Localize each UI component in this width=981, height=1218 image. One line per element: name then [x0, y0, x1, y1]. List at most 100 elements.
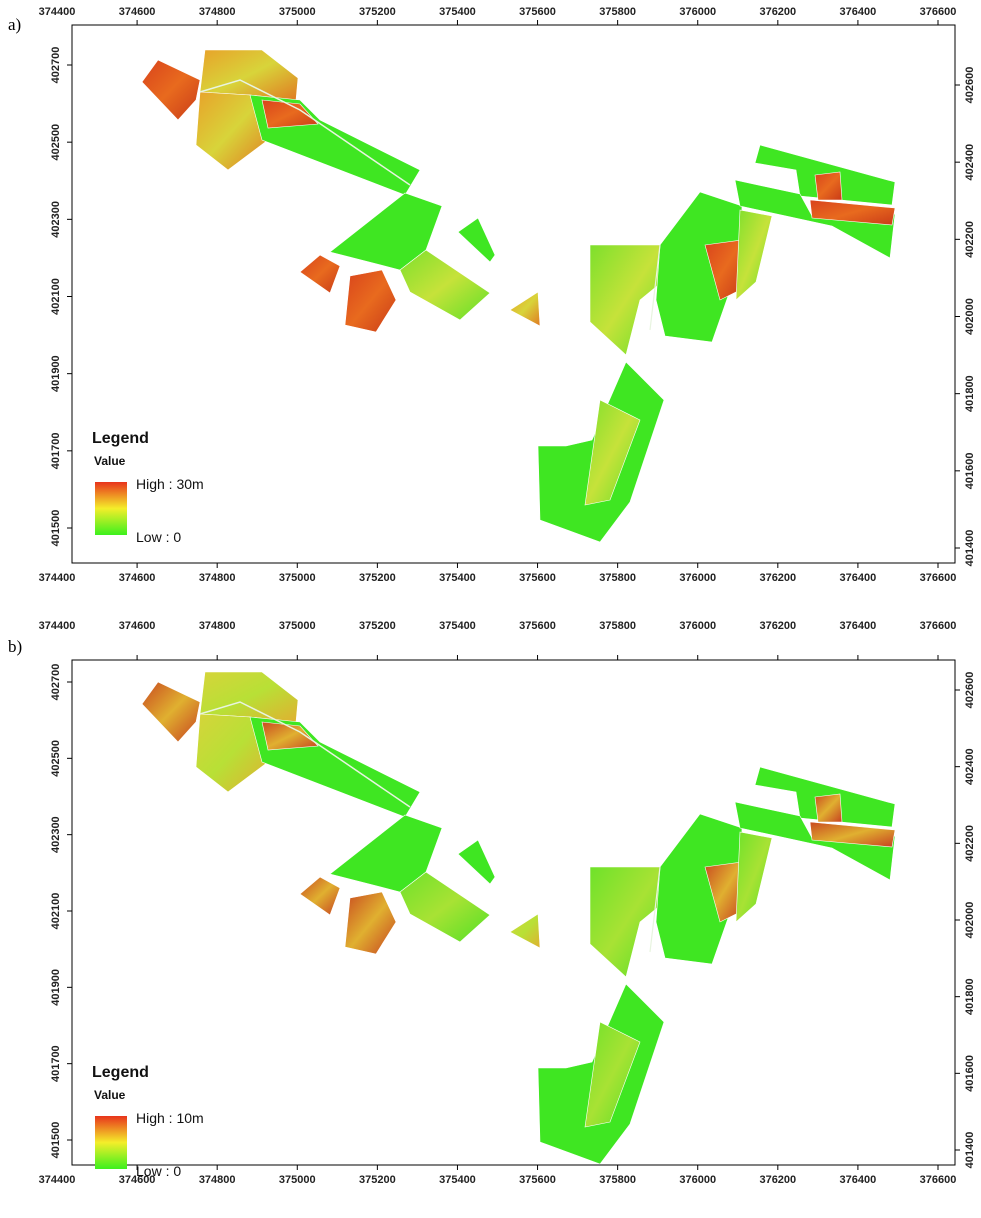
x-tick-label: 376200	[759, 620, 796, 632]
map-fields	[141, 671, 896, 1165]
field	[509, 913, 541, 949]
x-tick-label: 375200	[359, 572, 396, 584]
x-tick-label: 375000	[279, 1174, 316, 1186]
field	[261, 721, 319, 751]
x-tick-label: 375200	[359, 1174, 396, 1186]
field	[814, 171, 843, 201]
field	[141, 59, 201, 121]
x-tick-label: 374800	[199, 572, 236, 584]
legend-title: Legend	[92, 430, 149, 447]
x-tick-label: 374800	[199, 6, 236, 18]
y-tick-label: 401800	[964, 375, 976, 412]
field	[299, 876, 341, 916]
field	[809, 821, 896, 848]
field	[329, 814, 443, 893]
x-tick-label: 376400	[840, 6, 877, 18]
field	[809, 199, 896, 226]
x-tick-label: 376000	[679, 6, 716, 18]
y-tick-label: 401500	[50, 510, 62, 547]
x-tick-label: 374600	[119, 6, 156, 18]
field	[399, 249, 491, 321]
x-tick-label: 375800	[599, 1174, 636, 1186]
legend-low: Low : 0	[136, 529, 181, 545]
field	[199, 671, 299, 723]
legend-low: Low : 0	[136, 1163, 181, 1179]
x-tick-label: 374600	[119, 1174, 156, 1186]
map-panel: b) 374400 374400 374600 374600 374800 374800 37…	[8, 620, 976, 1186]
legend-title: Legend	[92, 1064, 149, 1081]
field	[735, 831, 773, 923]
field	[329, 192, 443, 271]
field	[457, 217, 496, 263]
y-tick-label: 402000	[964, 902, 976, 939]
field	[141, 681, 201, 743]
x-tick-label: 376400	[840, 620, 877, 632]
field	[735, 209, 773, 301]
legend-ramp	[95, 482, 127, 535]
field	[589, 866, 663, 978]
map-frame	[71, 659, 956, 1166]
x-tick-label: 376600	[920, 6, 957, 18]
legend-high: High : 10m	[136, 1110, 204, 1126]
x-tick-label: 376400	[840, 572, 877, 584]
x-tick-label: 376200	[759, 6, 796, 18]
x-tick-label: 374600	[119, 620, 156, 632]
road	[649, 866, 661, 953]
x-tick-label: 374400	[39, 572, 76, 584]
y-tick-label: 402300	[50, 816, 62, 853]
y-tick-label: 401600	[964, 1055, 976, 1092]
field	[344, 891, 397, 955]
legend-subtitle: Value	[94, 1088, 126, 1102]
field	[199, 49, 299, 101]
y-tick-label: 401500	[50, 1122, 62, 1159]
y-tick-label: 401900	[50, 969, 62, 1006]
field	[734, 801, 896, 881]
y-tick-label: 401700	[50, 1045, 62, 1082]
map-panel: a) 374400 374400 374600 374600 374800 374800 37…	[8, 6, 976, 584]
field	[814, 793, 843, 823]
field	[195, 91, 269, 171]
panel-label: a)	[8, 15, 21, 34]
x-tick-label: 375600	[519, 620, 556, 632]
field	[399, 871, 491, 943]
x-tick-label: 375400	[439, 572, 476, 584]
field	[509, 291, 541, 327]
x-tick-label: 375000	[279, 6, 316, 18]
x-tick-label: 374800	[199, 620, 236, 632]
field	[584, 1021, 641, 1128]
x-tick-label: 375200	[359, 620, 396, 632]
road	[199, 79, 411, 186]
legend-high: High : 30m	[136, 476, 204, 492]
y-tick-label: 402200	[964, 825, 976, 862]
legend-ramp	[95, 1116, 127, 1169]
y-tick-label: 402100	[50, 278, 62, 315]
y-tick-label: 402700	[50, 47, 62, 84]
y-tick-label: 402200	[964, 221, 976, 258]
field	[655, 191, 743, 343]
x-tick-label: 375000	[279, 620, 316, 632]
y-tick-label: 402400	[964, 748, 976, 785]
x-tick-label: 376600	[920, 620, 957, 632]
field	[261, 99, 319, 129]
x-tick-label: 374400	[39, 6, 76, 18]
x-tick-label: 376600	[920, 572, 957, 584]
x-tick-label: 375200	[359, 6, 396, 18]
road	[199, 701, 411, 808]
map-fields	[141, 49, 896, 543]
y-tick-label: 401700	[50, 432, 62, 469]
x-tick-label: 376000	[679, 1174, 716, 1186]
field	[655, 813, 743, 965]
y-tick-label: 401400	[964, 1132, 976, 1169]
x-tick-label: 375600	[519, 572, 556, 584]
y-tick-label: 402600	[964, 67, 976, 104]
x-tick-label: 375800	[599, 6, 636, 18]
legend-subtitle: Value	[94, 454, 126, 468]
y-tick-label: 402400	[964, 144, 976, 181]
map-frame	[71, 24, 956, 564]
x-tick-label: 375800	[599, 572, 636, 584]
y-tick-label: 402500	[50, 124, 62, 161]
y-tick-label: 401900	[50, 355, 62, 392]
y-tick-label: 402100	[50, 893, 62, 930]
x-tick-label: 376200	[759, 572, 796, 584]
